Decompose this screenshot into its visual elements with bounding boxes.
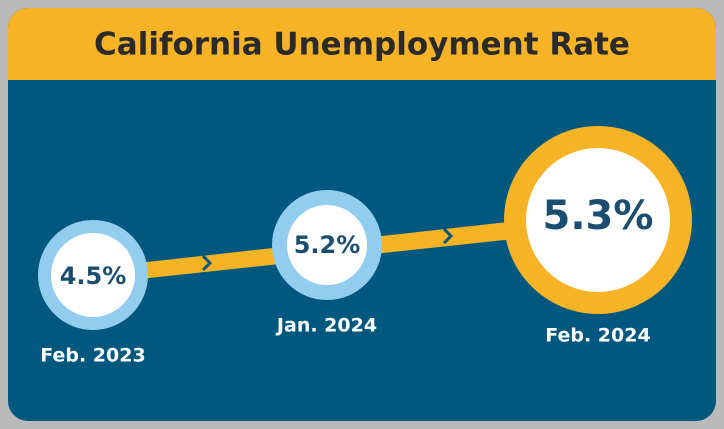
date: Feb. 2023 [40, 345, 145, 367]
title-band [8, 8, 716, 80]
arrow [201, 254, 213, 272]
circle [51, 233, 135, 317]
title: California Unemployment Rate [94, 27, 630, 63]
value: 5.3% [543, 193, 654, 239]
circle [526, 148, 670, 292]
date: Jan. 2024 [275, 315, 377, 337]
date: Feb. 2024 [545, 325, 650, 347]
arrow [442, 227, 454, 245]
value: 4.5% [60, 262, 127, 290]
circle [287, 205, 367, 285]
value: 5.2% [294, 231, 361, 259]
